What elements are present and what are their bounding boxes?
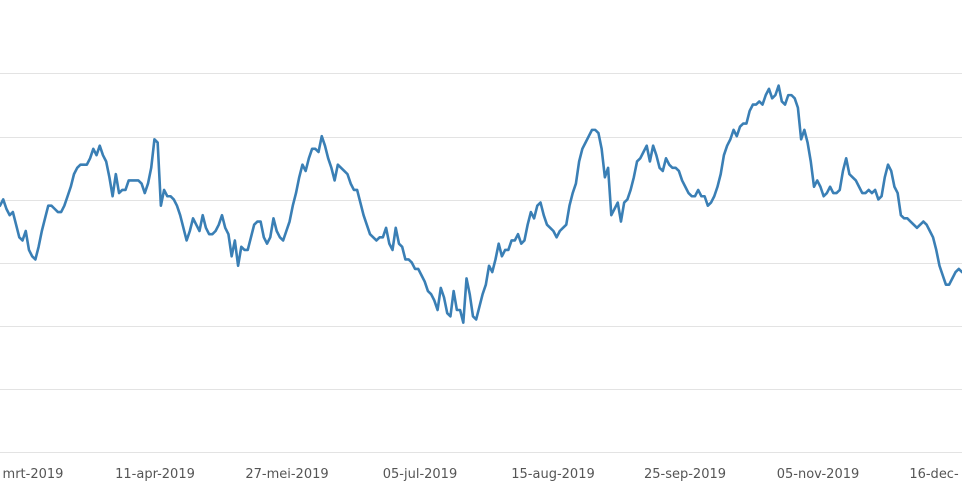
x-tick-label: 25-sep-2019 — [644, 467, 726, 482]
x-tick-label: 11-apr-2019 — [115, 467, 195, 482]
series-line — [0, 84, 962, 324]
x-tick-label: 16-dec- — [909, 467, 959, 482]
x-tick-label: mrt-2019 — [3, 467, 64, 482]
x-tick-label: 15-aug-2019 — [511, 467, 594, 482]
x-axis: mrt-2019 11-apr-2019 27-mei-2019 05-jul-… — [3, 467, 959, 482]
series-layer — [0, 84, 962, 324]
x-tick-label: 05-jul-2019 — [383, 467, 457, 482]
x-tick-label: 05-nov-2019 — [777, 467, 860, 482]
gridlines — [0, 73, 962, 453]
x-tick-label: 27-mei-2019 — [245, 467, 328, 482]
